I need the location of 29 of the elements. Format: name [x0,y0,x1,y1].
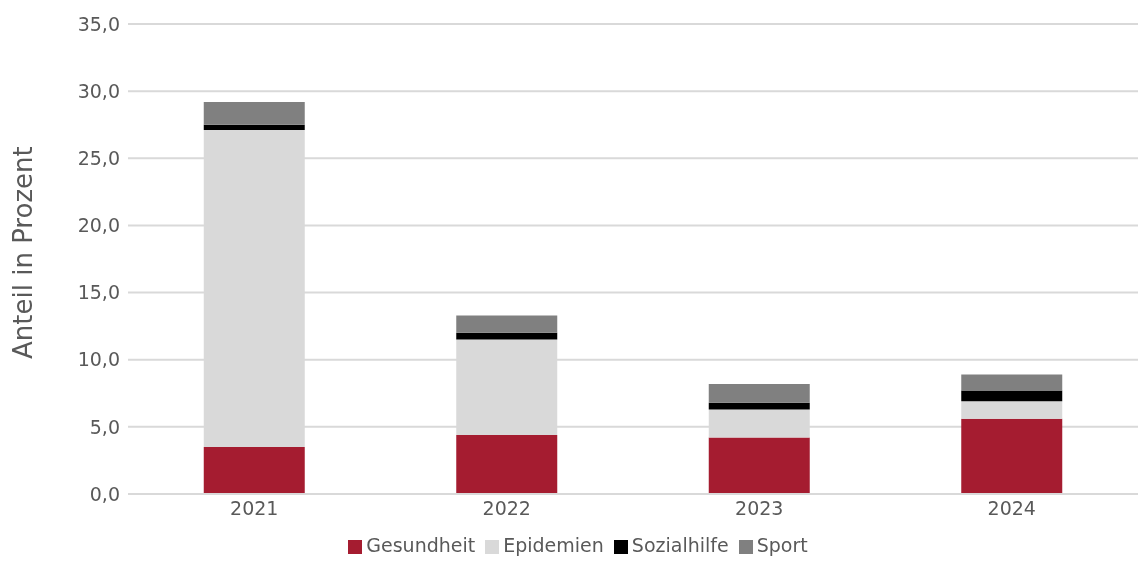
bar [708,383,810,403]
bar [456,315,558,333]
y-tick-label: 25,0 [77,147,120,170]
x-tick-label: 2024 [987,497,1036,520]
bar [961,374,1063,391]
bar [203,447,305,494]
bar [961,390,1063,402]
bar [203,124,305,131]
y-axis-title: Anteil in Prozent [8,146,39,359]
y-tick-label: 10,0 [77,348,120,371]
bar [456,434,558,494]
x-tick-label: 2023 [735,497,784,520]
y-tick-label: 5,0 [89,415,120,438]
y-tick-label: 15,0 [77,281,120,304]
bar [203,101,305,125]
y-tick-label: 0,0 [89,482,120,505]
legend-label: Gesundheit [366,534,476,556]
bar [961,418,1063,494]
bar [456,332,558,340]
x-tick-label: 2021 [230,497,279,520]
y-tick-label: 35,0 [77,12,120,35]
legend-label: Sozialhilfe [631,534,729,556]
legend-label: Epidemien [503,534,604,556]
x-tick-label: 2022 [482,497,531,520]
legend-label: Sport [756,534,808,556]
y-tick-label: 30,0 [77,79,120,102]
bar [708,437,810,494]
bar [961,401,1063,419]
y-tick-label: 20,0 [77,214,120,237]
